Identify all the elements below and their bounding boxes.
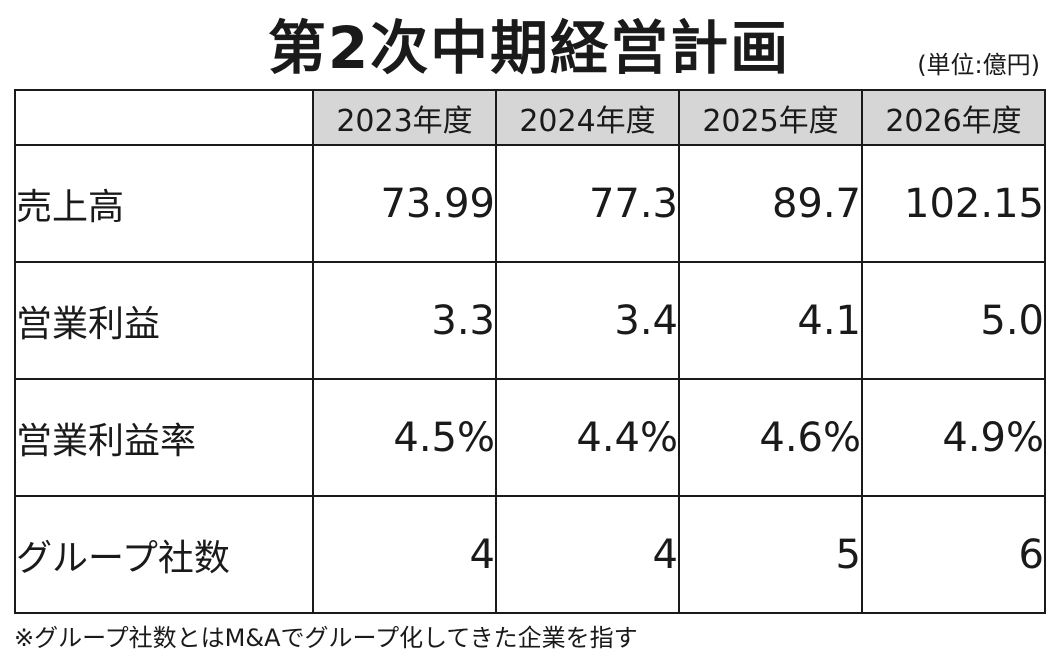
column-header-2023: 2023年度 [312,89,497,146]
table-cell: 4.5% [312,378,497,497]
table-cell: 73.99 [312,144,497,263]
table-cell: 3.3 [312,261,497,380]
plan-table: 2023年度 2024年度 2025年度 2026年度 売上高 73.99 77… [14,89,1046,614]
table-cell: 3.4 [495,261,680,380]
row-label-sales: 売上高 [14,144,314,263]
table-cell: 5.0 [861,261,1046,380]
table-row: 売上高 73.99 77.3 89.7 102.15 [14,144,1046,263]
table-cell: 77.3 [495,144,680,263]
table-cell: 4.6% [678,378,863,497]
row-label-operating-margin: 営業利益率 [14,378,314,497]
table-cell: 4 [495,495,680,614]
table-cell: 4.4% [495,378,680,497]
table-row: 営業利益率 4.5% 4.4% 4.6% 4.9% [14,378,1046,497]
table-cell: 4.1 [678,261,863,380]
table-cell: 4 [312,495,497,614]
column-header-2026: 2026年度 [861,89,1046,146]
table-cell: 102.15 [861,144,1046,263]
table-cell: 4.9% [861,378,1046,497]
table-cell: 6 [861,495,1046,614]
page-title: 第2次中期経営計画 [267,14,791,82]
column-header-2025: 2025年度 [678,89,863,146]
column-header-2024: 2024年度 [495,89,680,146]
footnote: ※グループ社数とはM&Aでグループ化してきた企業を指す [14,624,638,652]
row-label-operating-profit: 営業利益 [14,261,314,380]
table-row: グループ社数 4 4 5 6 [14,495,1046,614]
table-cell: 5 [678,495,863,614]
unit-label: (単位:億円) [917,51,1040,79]
table-row: 営業利益 3.3 3.4 4.1 5.0 [14,261,1046,380]
table-cell: 89.7 [678,144,863,263]
header-row: 2023年度 2024年度 2025年度 2026年度 [14,89,1046,146]
corner-cell [14,89,314,146]
row-label-group-companies: グループ社数 [14,495,314,614]
